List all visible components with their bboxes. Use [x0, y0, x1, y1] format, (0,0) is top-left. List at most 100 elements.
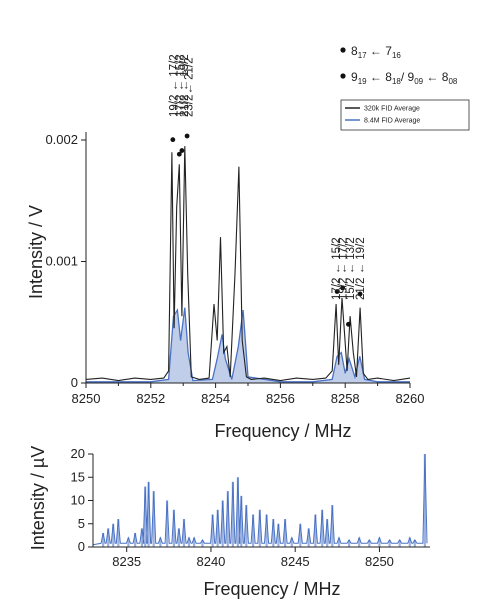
bottom-bar: [240, 495, 243, 547]
bottom-y-axis-title: Intensity / µV: [28, 446, 48, 550]
bottom-bar: [326, 519, 329, 547]
bottom-bar: [147, 481, 150, 547]
bottom-bar: [258, 509, 261, 547]
bottom-x-tick-label: 8250: [365, 554, 394, 569]
bottom-bar: [201, 540, 204, 547]
transition-marker-7: [346, 321, 351, 327]
bottom-bar: [177, 528, 180, 547]
transition-legend-dot-2: [340, 73, 346, 79]
bottom-x-tick-label: 8245: [281, 554, 310, 569]
bottom-bar: [265, 514, 268, 547]
transition-label-8: 21/2 ← 19/2: [355, 237, 367, 300]
transition-label-5: 17/2 ← 15/2: [331, 237, 343, 300]
transition-marker-6: [340, 285, 346, 291]
top-y-axis-title: Intensity / V: [26, 205, 46, 299]
bottom-bar: [107, 528, 110, 547]
bottom-y-tick-label: 20: [71, 446, 85, 461]
bottom-y-tick-label: 10: [71, 493, 85, 508]
bottom-bar: [182, 519, 186, 547]
bottom-series-group: [92, 453, 428, 548]
bottom-bar: [117, 519, 120, 547]
top-annotation-group: 19/2 ← 17/217/2 ← 15/221/2 ← 19/223/2← 2…: [169, 54, 368, 300]
transition-label-6: 19/2 ← 17/2: [338, 237, 350, 300]
top-marker-group: [170, 133, 363, 327]
transition-legend-dot-1: [340, 47, 346, 53]
transition-legend-label-2: 919 ← 818/ 909 ← 808: [351, 70, 458, 86]
top-x-tick-label: 8260: [396, 391, 425, 406]
top-x-tick-label: 8252: [136, 391, 165, 406]
bottom-bar: [321, 509, 324, 547]
top-x-tick-label: 8258: [331, 391, 360, 406]
transition-label-4: 23/2← 21/2: [183, 58, 195, 117]
bottom-bar: [211, 514, 214, 547]
series-line-320k-fid-average: [85, 146, 411, 382]
bottom-bar: [378, 537, 381, 547]
bottom-bar: [245, 505, 248, 547]
bottom-y-tick-label: 15: [71, 469, 85, 484]
bottom-y-tick-label: 5: [78, 516, 85, 531]
bottom-bar: [277, 523, 280, 548]
bottom-bar: [231, 481, 234, 547]
bottom-bar: [358, 537, 361, 547]
bottom-bar: [314, 514, 317, 547]
bottom-bar: [226, 491, 229, 547]
bottom-bar: [193, 537, 196, 547]
transition-label-1: 19/2 ← 17/2: [169, 54, 181, 117]
transition-marker-4: [184, 133, 190, 139]
transition-label-3: 21/2 ← 19/2: [179, 54, 191, 117]
bottom-bar: [112, 523, 115, 548]
bottom-chart: 8235 8240 8245 8250 0 5 10 15 20 Frequency / MHz…: [28, 446, 430, 599]
top-x-tick-label: 8250: [72, 391, 101, 406]
bottom-bar: [348, 540, 351, 547]
transition-label-7: 15/2 ← 13/2: [345, 237, 357, 300]
legend-box: [340, 99, 470, 131]
bottom-x-tick-label: 8235: [112, 554, 141, 569]
bottom-axes: 8235 8240 8245 8250 0 5 10 15 20: [71, 446, 430, 569]
top-y-tick-label: 0.002: [45, 132, 78, 147]
top-y-tick-label: 0: [71, 375, 78, 390]
bottom-bar: [307, 528, 310, 547]
top-y-tick-label: 0.001: [45, 254, 78, 269]
transition-marker-8: [357, 291, 363, 297]
bottom-bar: [221, 500, 224, 547]
bottom-y-tick-label: 0: [78, 539, 85, 554]
bottom-bar: [413, 540, 416, 547]
legend-label-series-1: 320k FID Average: [364, 106, 420, 113]
top-axes: 8250 8252 8254 8256 8258 8260 0 0.001 0.002: [45, 132, 424, 406]
bottom-bar: [299, 523, 302, 548]
bottom-bar: [337, 537, 341, 547]
transition-marker-2: [176, 151, 182, 157]
legend: 320k FID Average 8.4M FID Average: [340, 99, 470, 131]
bottom-bar: [368, 540, 371, 547]
bottom-bar: [423, 454, 426, 547]
transition-marker-1: [170, 137, 176, 143]
bottom-bar: [172, 509, 175, 547]
bottom-bar: [102, 533, 105, 547]
transition-marker-5: [334, 289, 340, 294]
bottom-bar: [187, 537, 191, 547]
bottom-x-tick-label: 8240: [196, 554, 225, 569]
bottom-bar: [408, 537, 411, 547]
legend-label-series-2: 8.4M FID Average: [364, 118, 420, 125]
bottom-bar: [134, 533, 137, 547]
bottom-bar: [127, 537, 130, 547]
transition-label-2: 17/2 ← 15/2: [174, 54, 186, 117]
transition-marker-3: [179, 148, 185, 153]
bottom-bar: [216, 509, 219, 547]
bottom-bar: [166, 500, 169, 547]
bottom-bar: [388, 540, 391, 547]
bottom-bar: [252, 514, 255, 547]
bottom-bar: [159, 537, 162, 547]
bottom-x-axis-title: Frequency / MHz: [203, 579, 340, 599]
bottom-bar: [272, 519, 275, 547]
bottom-bar: [140, 528, 143, 547]
bottom-bar: [284, 519, 287, 547]
bottom-bar: [144, 486, 147, 547]
top-x-axis-title: Frequency / MHz: [214, 421, 351, 441]
bottom-bar: [331, 505, 334, 547]
series-line-8-4m-fid-average: [86, 307, 410, 383]
top-x-tick-label: 8256: [266, 391, 295, 406]
top-x-tick-label: 8254: [201, 391, 230, 406]
